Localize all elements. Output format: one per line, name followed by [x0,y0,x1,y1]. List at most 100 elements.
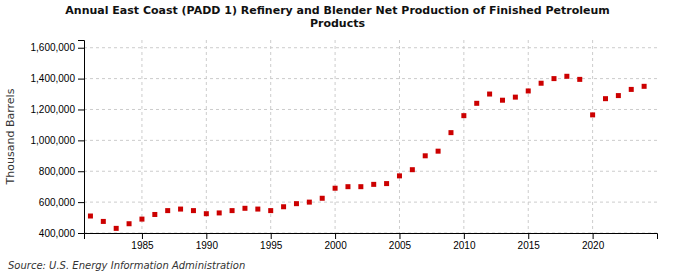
point [590,112,595,117]
points [88,74,647,231]
tick: 1995 [260,233,283,251]
tick-label: 1985 [131,240,154,251]
tick-mark [464,233,465,239]
point [242,206,247,211]
tick-label: 400,000 [39,228,76,239]
grid-line [335,40,336,233]
point [320,196,325,201]
point [577,77,582,82]
tick: 1,400,000 [31,73,85,84]
point [436,149,441,154]
tick-label: 1,200,000 [31,104,76,115]
tick-mark [78,48,84,49]
tick: 2010 [453,233,476,251]
grid-line [84,140,657,141]
tick-mark [399,233,400,239]
tick-label: 1,600,000 [31,42,76,53]
grid [84,40,657,233]
point [152,212,157,217]
point [139,217,144,222]
point [397,173,402,178]
tick-mark [78,171,84,172]
tick-label: 2020 [582,240,605,251]
tick-label: 1,000,000 [31,135,76,146]
point [345,184,350,189]
tick: 1985 [131,233,154,251]
grid-line [399,40,400,233]
point [513,95,518,100]
point [358,184,363,189]
point [384,181,389,186]
axis-line [85,234,658,240]
point [178,207,183,212]
title: Annual East Coast (PADD 1) Refinery and … [65,4,609,30]
grid-line [84,78,657,79]
grid-line [463,40,464,233]
tick: 1,600,000 [31,42,85,53]
x-axis: 1985 1990 1995 2000 2005 2010 2015 2020 [85,233,658,251]
point [127,221,132,226]
tick-label: 1990 [196,240,219,251]
tick-mark [335,233,336,239]
tick-mark [78,202,84,203]
tick-label: 2015 [518,240,541,251]
point [629,87,634,92]
tick: 400,000 [39,228,84,239]
point [294,201,299,206]
tick: 2005 [389,233,412,251]
point [461,113,466,118]
point [217,210,222,215]
grid-line [592,40,593,233]
grid-line [84,47,657,48]
grid-line [206,40,207,233]
tick: 1,000,000 [31,135,85,146]
tick-mark [528,233,529,239]
point [423,153,428,158]
point [281,204,286,209]
tick-label: 2005 [389,240,412,251]
point [204,211,209,216]
point [230,208,235,213]
point [474,101,479,106]
point [371,182,376,187]
point [551,76,556,81]
tick: 800,000 [39,166,84,177]
point [642,84,647,89]
grid-line [270,40,271,233]
tick: 2000 [324,233,347,251]
tick: 2015 [518,233,541,251]
tick-label: 800,000 [39,166,76,177]
point [255,207,260,212]
title-line: Products [310,17,366,30]
tick-label: 600,000 [39,197,76,208]
point [564,74,569,79]
grid-line [84,109,657,110]
tick-mark [78,140,84,141]
chart: Annual East Coast (PADD 1) Refinery and … [0,0,675,275]
point [526,88,531,93]
grid-line [528,40,529,233]
point [333,186,338,191]
tick-mark [78,233,84,234]
point [268,208,273,213]
point [101,219,106,224]
y-axis: 400,000 600,000 800,000 1,000,000 1,200,000 1… [31,41,85,239]
tick-label: 2000 [324,240,347,251]
point [114,226,119,231]
y-axis-label: Thousand Barrels [4,88,17,185]
point [165,208,170,213]
point [307,200,312,205]
tick: 1990 [196,233,219,251]
axis-line [78,41,85,234]
tick: 2020 [582,233,605,251]
tick-mark [142,233,143,239]
tick-label: 1,400,000 [31,73,76,84]
title-line: Annual East Coast (PADD 1) Refinery and … [65,4,609,17]
point [500,98,505,103]
tick-label: 2010 [453,240,476,251]
point [487,92,492,97]
grid-line [84,171,657,172]
source: Source: U.S. Energy Information Administ… [8,260,245,271]
tick-label: 1995 [260,240,283,251]
tick-mark [271,233,272,239]
